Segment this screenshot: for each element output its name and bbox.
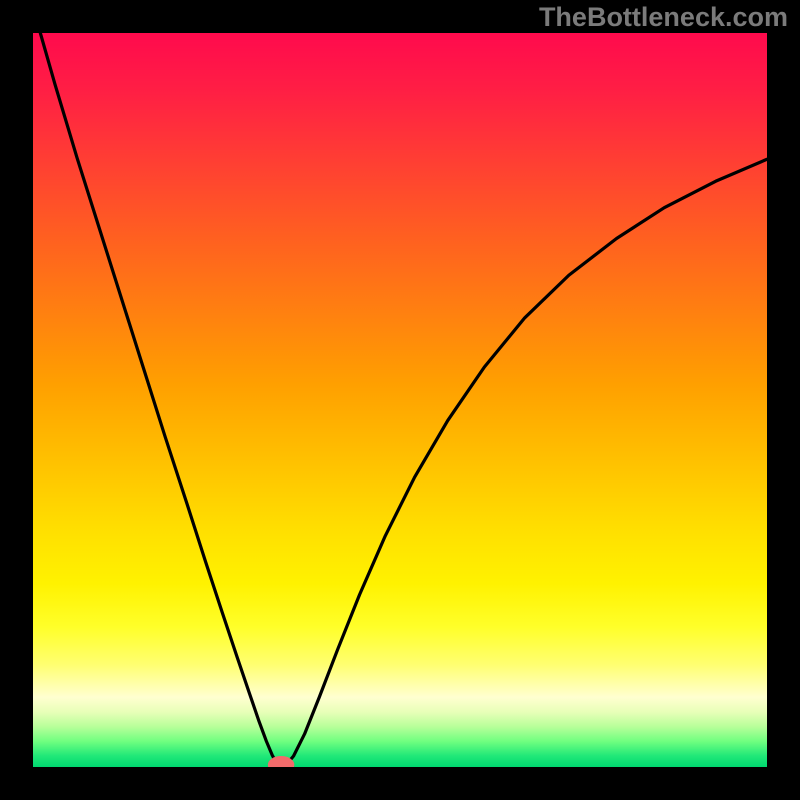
gradient-background (33, 33, 767, 767)
watermark-text: TheBottleneck.com (539, 2, 788, 33)
bottleneck-chart (33, 33, 767, 767)
frame-bottom (0, 767, 800, 800)
frame-left (0, 0, 33, 800)
frame-right (767, 0, 800, 800)
plot-area (33, 33, 767, 767)
chart-stage: TheBottleneck.com (0, 0, 800, 800)
